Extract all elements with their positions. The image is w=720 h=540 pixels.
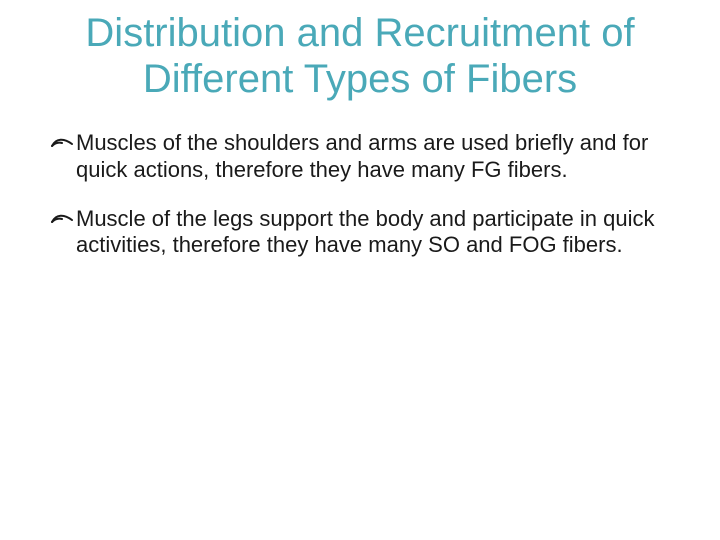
slide-title: Distribution and Recruitment of Differen… [50,10,670,102]
swoosh-bullet-icon [50,208,74,232]
bullet-text: Muscle of the legs support the body and … [76,206,670,260]
bullet-item: Muscles of the shoulders and arms are us… [50,130,670,184]
slide: Distribution and Recruitment of Differen… [0,0,720,540]
bullet-text: Muscles of the shoulders and arms are us… [76,130,670,184]
swoosh-bullet-icon [50,132,74,156]
bullet-item: Muscle of the legs support the body and … [50,206,670,260]
